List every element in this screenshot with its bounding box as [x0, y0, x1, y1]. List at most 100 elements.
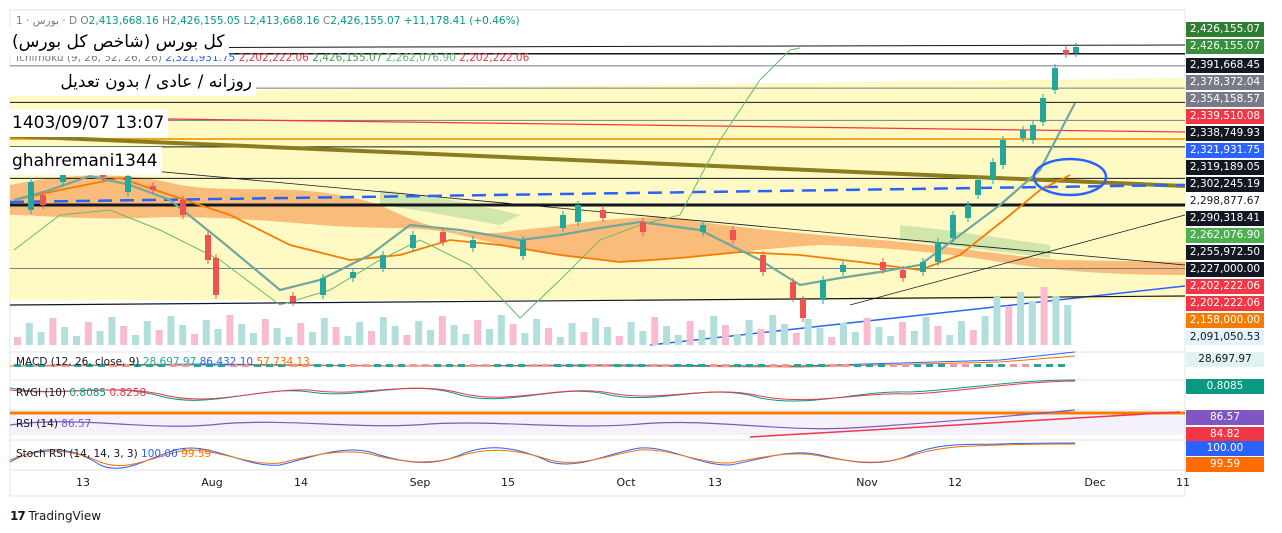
volume-bar: [273, 328, 281, 345]
macd-hist-bar: [638, 364, 645, 367]
volume-bar: [663, 326, 670, 345]
close-value: 2,426,155.07: [330, 15, 401, 27]
macd-hist-bar: [890, 364, 897, 367]
price-label: 2,202,222.06: [1186, 279, 1264, 294]
volume-bar: [309, 332, 316, 345]
candle-body: [1000, 140, 1006, 165]
rsi-trendline: [749, 411, 1181, 438]
volume-bar: [639, 331, 647, 345]
price-label: 2,319,189.05: [1186, 160, 1264, 175]
macd-hist-bar: [626, 364, 633, 367]
candle-body: [880, 262, 886, 270]
time-label: Nov: [856, 476, 878, 489]
candle-body: [965, 205, 971, 218]
candle-body: [520, 240, 526, 256]
volume-bar: [604, 327, 611, 345]
overlay-mode: روزانه / عادی / بدون تعدیل: [8, 68, 256, 96]
volume-bar: [14, 337, 21, 345]
rvgi-pane: [10, 379, 1076, 402]
macd-hist-bar: [722, 364, 729, 367]
open-label: O: [80, 15, 89, 27]
macd-hist-bar: [686, 364, 693, 367]
time-label: Aug: [201, 476, 223, 489]
candle-body: [990, 162, 996, 180]
candle-body: [800, 300, 806, 318]
time-label: 13: [76, 476, 90, 489]
close-label: C: [322, 15, 331, 27]
macd-hist-bar: [398, 364, 405, 367]
volume-bar: [769, 315, 777, 345]
candle-body: [760, 255, 766, 272]
candle-body: [28, 182, 34, 210]
overlay-author: ghahremani1344: [8, 147, 162, 175]
volume-bar: [934, 326, 942, 345]
candle-body: [213, 258, 219, 295]
volume-bar: [261, 319, 269, 345]
volume-bar: [167, 316, 175, 345]
macd-hist-bar: [698, 364, 705, 367]
volume-bar: [804, 319, 812, 345]
volume-bar: [545, 328, 552, 345]
volume-bar: [781, 324, 788, 345]
ichimoku-base: 2,202,222.06: [238, 52, 309, 64]
rvgi-legend: RVGI (10) 0.8085 0.8258: [16, 387, 146, 399]
volume-bar: [1040, 287, 1048, 345]
volume-bar: [521, 333, 529, 345]
macd-hist-bar: [794, 364, 801, 367]
candle-body: [950, 215, 956, 238]
volume-bar: [61, 327, 69, 345]
rvgi-label: RVGI (10): [16, 387, 67, 399]
macd-hist-bar: [38, 364, 45, 367]
macd-hist-bar: [998, 364, 1005, 367]
change-value: +11,178.41 (+0.46%): [403, 15, 520, 27]
macd-hist-bar: [314, 364, 321, 367]
stoch-legend: Stoch RSI (14, 14, 3, 3) 100.00 99.59: [16, 448, 211, 460]
price-label: 2,338,749.93: [1186, 126, 1264, 141]
price-label: 2,202,222.06: [1186, 296, 1264, 311]
ellipse-annotation[interactable]: [1032, 157, 1108, 197]
macd-hist-bar: [1046, 364, 1053, 367]
rsi-value: 86.57: [61, 418, 92, 430]
rsi-line: [10, 409, 1076, 430]
candle-body: [150, 186, 156, 190]
volume-bar: [993, 297, 1001, 345]
volume-bar: [179, 325, 187, 345]
candle-body: [40, 195, 46, 205]
volume-bar: [391, 326, 399, 345]
macd-hist-bar: [374, 364, 381, 367]
candle-body: [320, 278, 326, 295]
candle-body: [1052, 68, 1058, 90]
volume-bar: [969, 330, 977, 345]
time-label: 12: [948, 476, 962, 489]
volume-bar: [73, 336, 80, 345]
ichimoku-lead-a: 2,262,076.90: [385, 52, 456, 64]
macd-hist-bar: [86, 364, 93, 367]
volume-bar: [828, 337, 836, 345]
candle-body: [840, 265, 846, 272]
macd-hist-bar: [506, 364, 513, 367]
volume-bar: [226, 315, 234, 345]
volume-bar: [863, 318, 871, 345]
macd-hist-bar: [1058, 364, 1065, 367]
candles: [28, 43, 1079, 322]
macd-hist-bar: [458, 364, 465, 367]
volume-bar: [84, 322, 92, 345]
stoch-pane: [10, 442, 1076, 469]
candle-body: [730, 230, 736, 240]
price-label: 2,354,158.57: [1186, 92, 1264, 107]
macd-hist-bar: [266, 364, 273, 367]
volume-bar: [344, 336, 352, 345]
volume-bar: [49, 318, 57, 345]
high-value: 2,426,155.05: [170, 15, 241, 27]
macd-hist-bar: [242, 364, 249, 367]
volume-bar: [792, 333, 800, 345]
candle-body: [975, 180, 981, 195]
candle-body: [560, 215, 566, 228]
macd-hist-bar: [710, 364, 717, 367]
candle-body: [180, 200, 186, 215]
volume-bar: [722, 325, 729, 345]
volume-bar: [415, 321, 423, 345]
macd-hist-bar: [650, 364, 657, 367]
volume-bar: [143, 321, 151, 345]
